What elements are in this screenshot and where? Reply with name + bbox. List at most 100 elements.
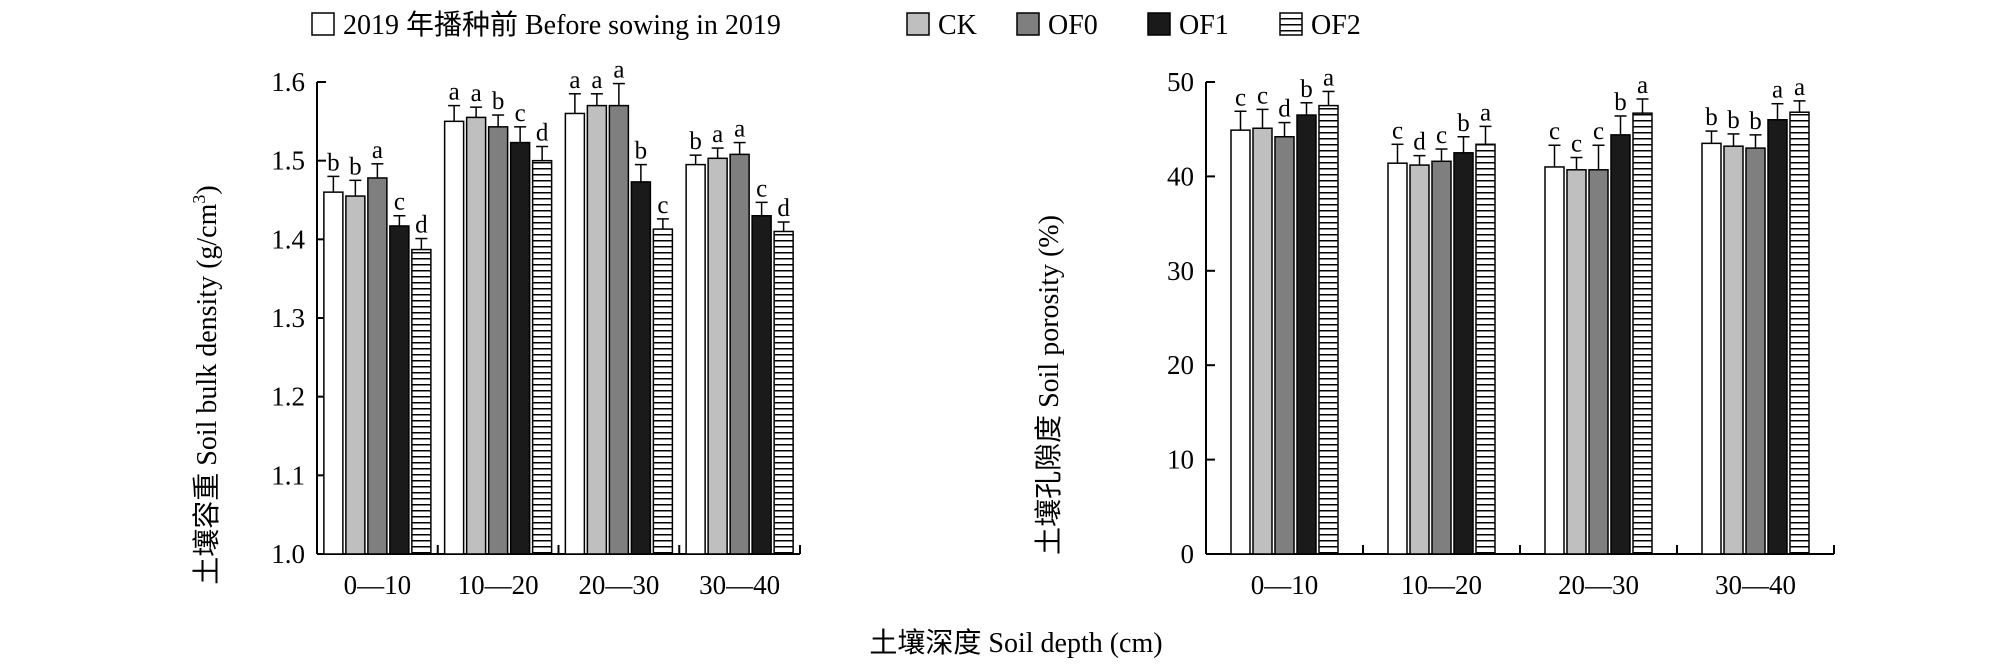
bar-of1: [1296, 114, 1317, 555]
legend-label-of1: OF1: [1179, 10, 1229, 41]
bar-before: [1544, 166, 1565, 555]
significance-label: c: [1392, 117, 1403, 144]
y-axis-title-porosity: 土壤孔隙度 Soil porosity (%): [1033, 215, 1065, 555]
legend-swatch-before: [311, 12, 335, 36]
significance-label: a: [1637, 72, 1648, 99]
significance-label: b: [349, 153, 362, 180]
significance-label: d: [777, 195, 790, 222]
legend: 2019 年播种前 Before sowing in 2019 CK OF0 OF1 O…: [311, 9, 1361, 41]
y-axis-title-superscript: 3: [189, 195, 209, 204]
y-tick-label: 50: [1167, 67, 1194, 97]
x-tick-label: 30—40: [1715, 570, 1796, 600]
significance-label: d: [536, 120, 549, 147]
significance-label: d: [1413, 129, 1426, 156]
significance-label: c: [1571, 131, 1582, 158]
significance-label: d: [415, 212, 428, 239]
bar-of0: [1431, 160, 1452, 555]
significance-label: b: [492, 88, 505, 115]
y-tick-label: 30: [1167, 256, 1194, 286]
y-tick-label: 40: [1167, 161, 1194, 191]
bar-of1: [509, 141, 531, 555]
y-tick-label: 20: [1167, 350, 1194, 380]
significance-label: a: [569, 67, 580, 94]
significance-label: a: [712, 121, 723, 148]
bar-of0: [729, 153, 750, 555]
significance-label: b: [1300, 76, 1313, 103]
bar-of0: [1588, 169, 1609, 555]
y-axis-title-main: 土壤容重 Soil bulk density (g/cm: [191, 203, 223, 584]
bar-of1: [630, 181, 652, 555]
bar-of0: [608, 104, 630, 555]
significance-label: b: [635, 138, 648, 165]
bar-of2: [1318, 104, 1339, 555]
significance-label: b: [1705, 104, 1718, 131]
significance-label: c: [756, 175, 767, 202]
y-tick-label: 1.0: [271, 539, 305, 569]
bar-ck: [586, 104, 608, 555]
bar-of0: [367, 177, 388, 555]
bar-of1: [1453, 152, 1474, 555]
x-axis-title: 土壤深度 Soil depth (cm): [869, 627, 1162, 659]
legend-label-ck: CK: [938, 10, 977, 41]
significance-label: a: [613, 57, 624, 84]
bar-ck: [707, 157, 728, 555]
legend-label-of2: OF2: [1311, 10, 1361, 41]
bar-of0: [1745, 147, 1766, 555]
bar-before: [564, 112, 586, 555]
significance-label: a: [1794, 74, 1805, 101]
x-tick-label: 20—30: [578, 570, 659, 600]
significance-label: a: [591, 67, 602, 94]
y-tick-label: 1.4: [271, 224, 305, 254]
x-tick-label: 20—30: [1558, 570, 1639, 600]
significance-label: c: [1549, 118, 1560, 145]
legend-swatch-ck: [906, 12, 930, 36]
significance-label: c: [1436, 122, 1447, 149]
bar-of2: [1789, 111, 1810, 555]
bar-ck: [465, 116, 487, 555]
bar-ck: [1252, 127, 1273, 555]
bar-of2: [531, 159, 553, 555]
significance-label: b: [1749, 108, 1762, 135]
x-tick-label: 10—20: [1401, 570, 1482, 600]
y-tick-label: 1.6: [271, 67, 305, 97]
significance-label: a: [471, 80, 482, 107]
bar-before: [1230, 129, 1251, 555]
y-tick-label: 10: [1167, 445, 1194, 475]
bar-of0: [487, 126, 509, 555]
y-tick-label: 1.1: [271, 460, 305, 490]
significance-label: b: [689, 128, 702, 155]
bar-of1: [389, 225, 410, 555]
y-tick-label: 0: [1181, 539, 1195, 569]
bar-ck: [345, 195, 366, 555]
bar-of2: [773, 230, 794, 555]
significance-label: a: [734, 116, 745, 143]
bar-before: [685, 163, 706, 555]
significance-label: a: [1480, 99, 1491, 126]
significance-label: c: [1235, 84, 1246, 111]
bar-ck: [1723, 145, 1744, 555]
bar-ck: [1409, 164, 1430, 555]
significance-label: c: [1593, 118, 1604, 145]
bar-of2: [1475, 143, 1496, 555]
significance-label: a: [372, 137, 383, 164]
bar-of2: [652, 228, 674, 555]
bar-of0: [1274, 136, 1295, 555]
significance-label: d: [1278, 96, 1291, 123]
bar-before: [323, 191, 344, 555]
significance-label: a: [1772, 77, 1783, 104]
bar-before: [1701, 142, 1722, 555]
x-tick-label: 0—10: [1251, 570, 1319, 600]
significance-label: b: [1727, 107, 1740, 134]
significance-label: b: [327, 149, 340, 176]
significance-label: c: [515, 100, 526, 127]
significance-label: c: [1257, 82, 1268, 109]
legend-swatch-of2: [1279, 12, 1303, 36]
significance-label: b: [1457, 110, 1470, 137]
significance-label: c: [657, 192, 668, 219]
y-tick-label: 1.5: [271, 146, 305, 176]
bar-ck: [1566, 169, 1587, 555]
significance-label: a: [1323, 64, 1334, 91]
significance-label: b: [1614, 89, 1627, 116]
significance-label: c: [394, 189, 405, 216]
